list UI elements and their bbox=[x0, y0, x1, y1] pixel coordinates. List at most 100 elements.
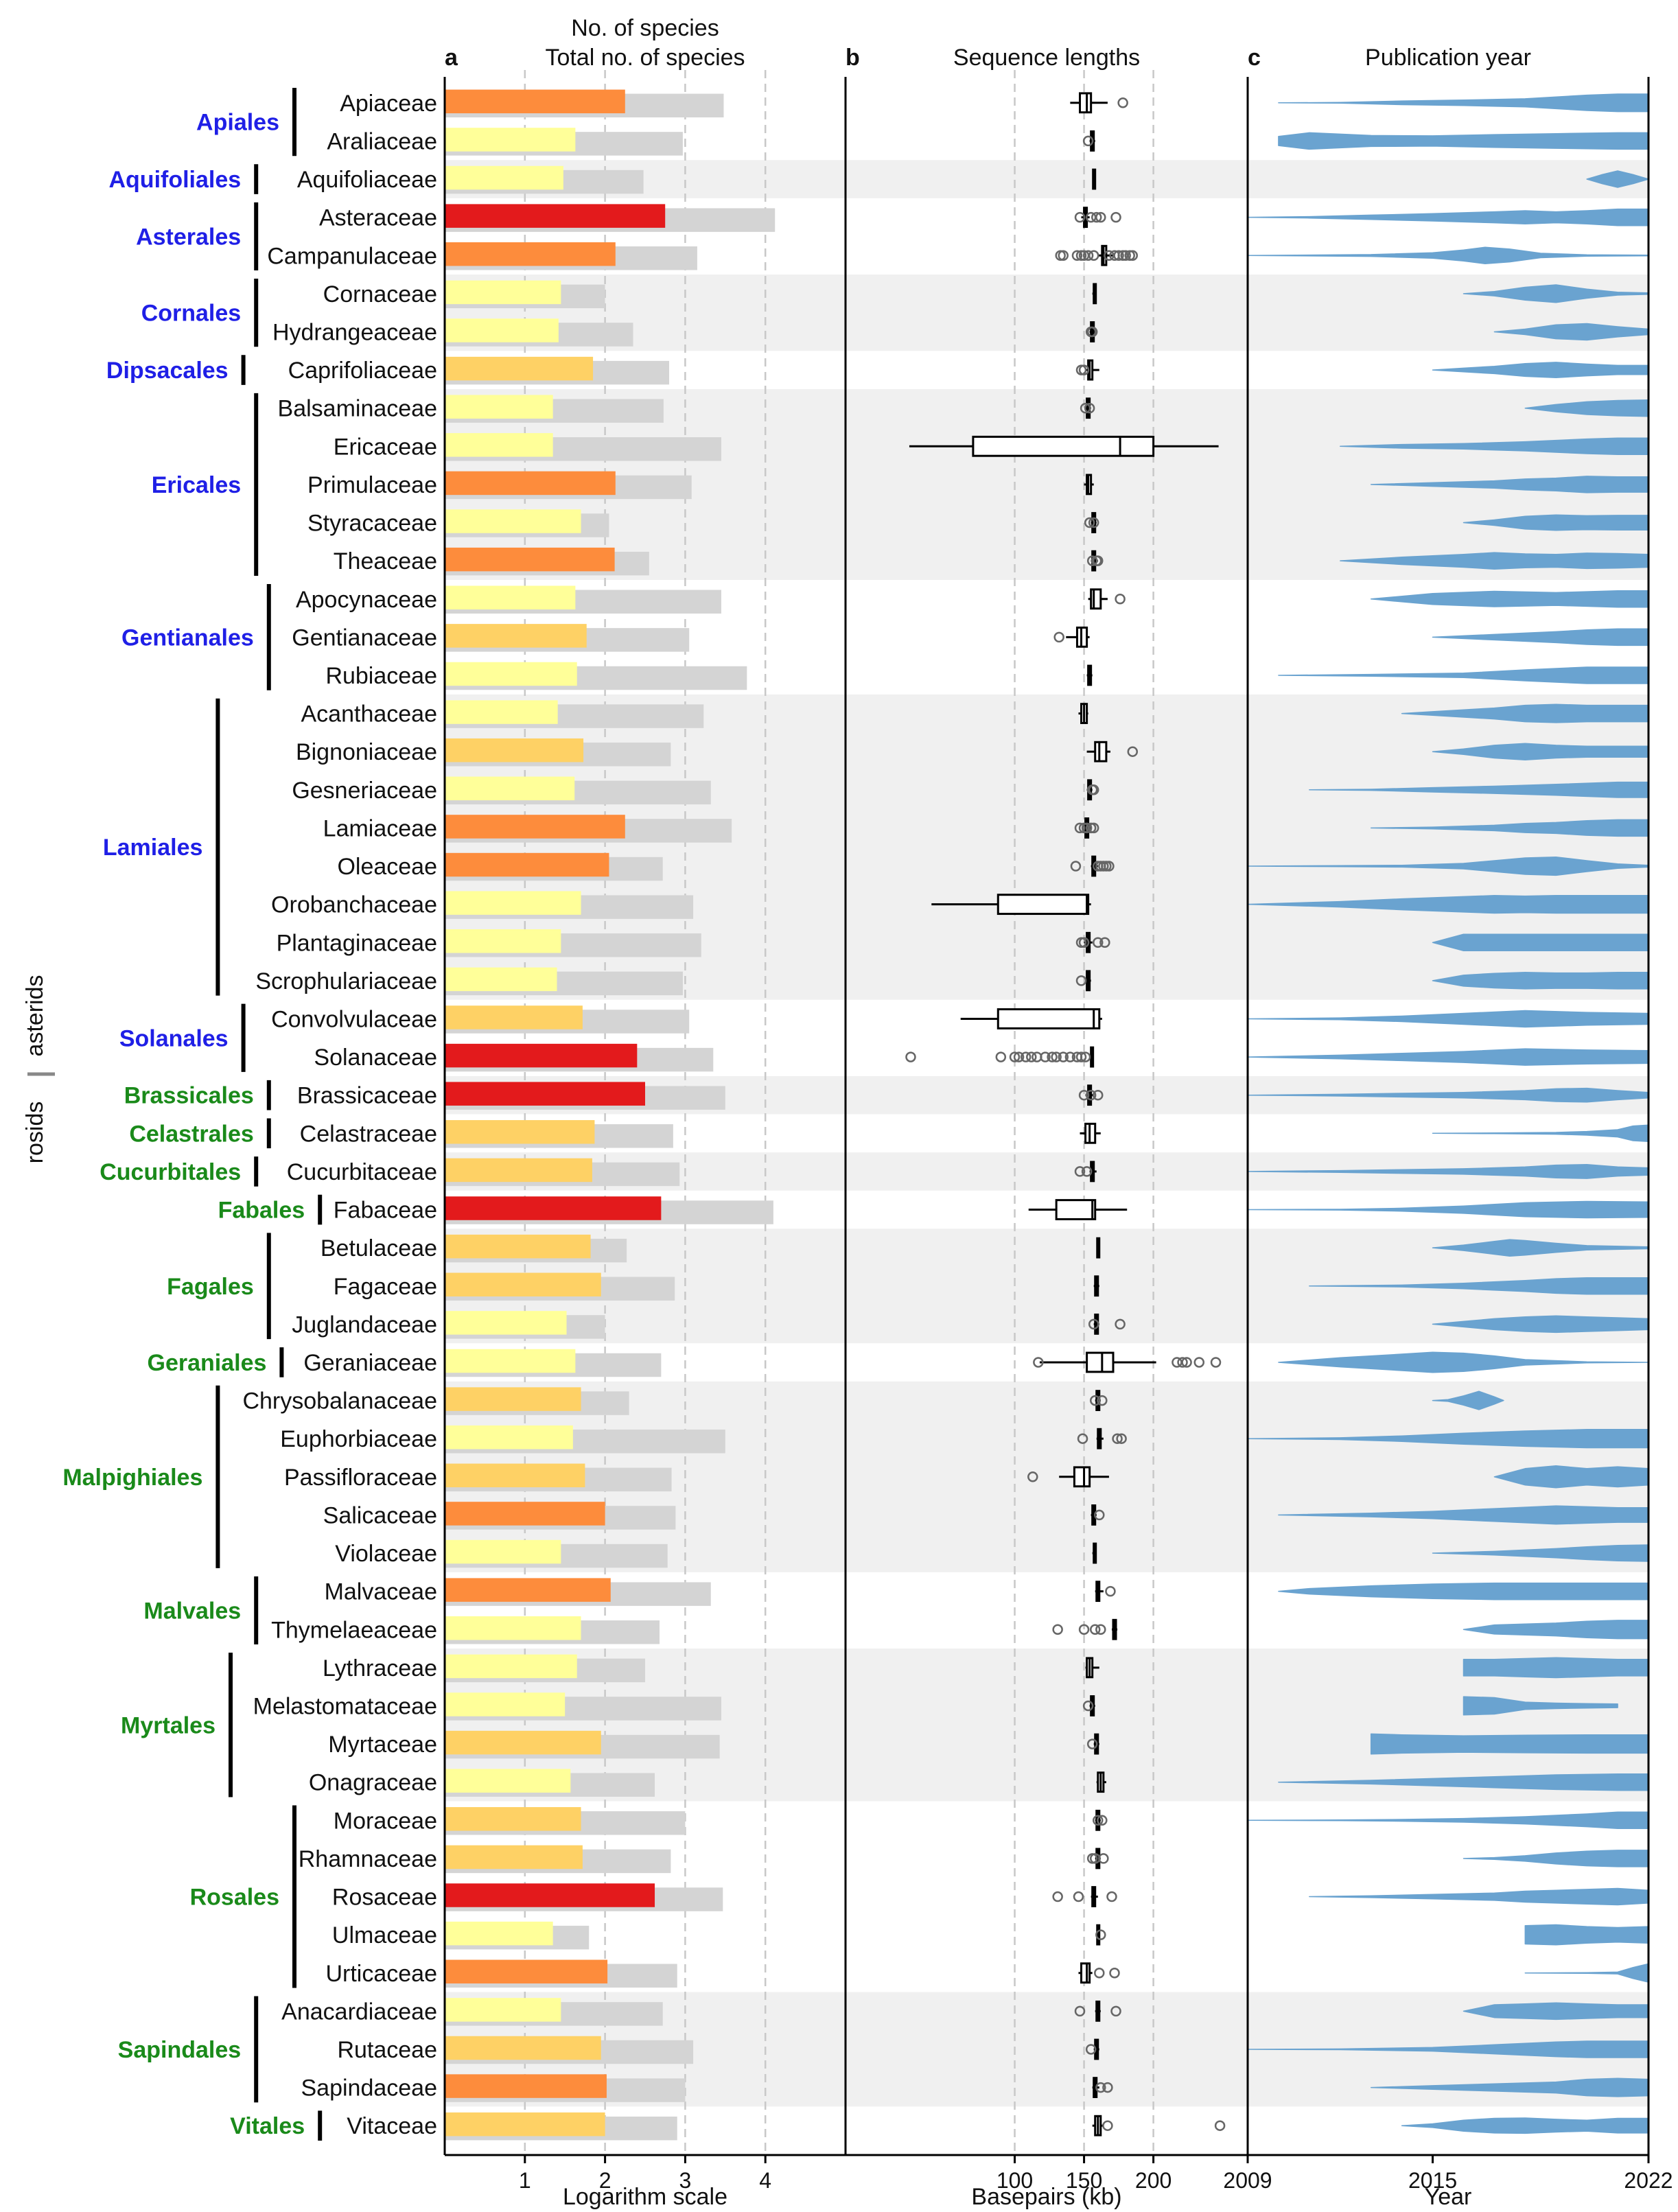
violin-apiaceae bbox=[1278, 93, 1649, 113]
family-label-onagraceae: Onagraceae bbox=[309, 1770, 437, 1796]
boxplot-rubiaceae bbox=[1086, 664, 1093, 686]
order-label-solanales: Solanales bbox=[119, 1025, 229, 1051]
boxplot-malvaceae bbox=[1095, 1581, 1116, 1603]
outlier-point bbox=[1064, 1051, 1076, 1062]
outlier-point bbox=[1105, 1585, 1116, 1597]
species-bar-scrophulariaceae bbox=[445, 967, 557, 992]
boxplot-asteraceae bbox=[1074, 207, 1121, 229]
species-bar-passifloraceae bbox=[445, 1463, 585, 1488]
violin-caprifoliaceae bbox=[1432, 362, 1649, 379]
order-label-myrtales: Myrtales bbox=[121, 1712, 215, 1738]
order-label-brassicales: Brassicales bbox=[124, 1083, 254, 1109]
order-band-aquifoliales bbox=[445, 160, 1648, 198]
violin-asteraceae bbox=[1247, 208, 1649, 226]
species-bar-apocynaceae bbox=[445, 585, 576, 609]
family-label-melastomataceae: Melastomataceae bbox=[253, 1693, 437, 1719]
violin-geraniaceae bbox=[1278, 1351, 1649, 1373]
panel-a-title-line1: No. of species bbox=[571, 15, 719, 41]
outlier-point bbox=[1078, 1089, 1090, 1101]
panel-b-label: b bbox=[846, 45, 860, 71]
family-label-myrtaceae: Myrtaceae bbox=[328, 1732, 437, 1758]
outlier-point bbox=[1026, 1051, 1037, 1062]
clade-label-rosids: rosids bbox=[22, 1102, 48, 1164]
violin-moraceae bbox=[1247, 1811, 1649, 1830]
outlier-point bbox=[1116, 1433, 1127, 1444]
boxplot-theaceae bbox=[1086, 550, 1104, 572]
family-label-scrophulariaceae: Scrophulariaceae bbox=[255, 968, 437, 994]
outlier-point bbox=[1081, 1166, 1093, 1177]
species-bar-lythraceae bbox=[445, 1654, 577, 1679]
order-label-celastrales: Celastrales bbox=[129, 1121, 253, 1147]
species-bar-cucurbitaceae bbox=[445, 1158, 592, 1183]
iqr-box bbox=[1090, 588, 1102, 610]
family-label-thymelaeaceae: Thymelaeaceae bbox=[271, 1617, 437, 1643]
violin-scrophulariaceae bbox=[1432, 972, 1649, 990]
order-label-malvales: Malvales bbox=[143, 1598, 241, 1624]
family-label-lythraceae: Lythraceae bbox=[323, 1655, 437, 1681]
iqr-box bbox=[1073, 1466, 1091, 1488]
boxplot-gesneriaceae bbox=[1086, 779, 1099, 801]
outlier-point bbox=[1177, 1357, 1188, 1368]
species-bar-ulmaceae bbox=[445, 1921, 553, 1946]
boxplot-solanaceae bbox=[905, 1046, 1095, 1068]
boxplot-ulmaceae bbox=[1095, 1924, 1106, 1946]
tick-label-c-2009: 2009 bbox=[1223, 2168, 1272, 2193]
family-label-plantaginaceae: Plantaginaceae bbox=[277, 930, 437, 956]
species-bar-convolvulaceae bbox=[445, 1005, 583, 1029]
family-label-asteraceae: Asteraceae bbox=[319, 205, 437, 231]
species-bar-theaceae bbox=[445, 547, 615, 572]
species-bar-betulaceae bbox=[445, 1234, 591, 1259]
family-label-violaceae: Violaceae bbox=[335, 1541, 437, 1567]
outlier-point bbox=[1033, 1357, 1044, 1368]
outlier-point bbox=[1099, 937, 1110, 948]
family-label-bignoniaceae: Bignoniaceae bbox=[296, 739, 437, 765]
clade-label-asterids: asterids bbox=[22, 975, 48, 1056]
family-label-betulaceae: Betulaceae bbox=[321, 1235, 437, 1261]
violin-thymelaeaceae bbox=[1463, 1620, 1649, 1640]
outlier-point bbox=[1127, 746, 1139, 757]
species-bar-cornaceae bbox=[445, 280, 561, 305]
tick-label-b-150: 150 bbox=[1066, 2168, 1102, 2193]
outlier-point bbox=[1085, 1089, 1097, 1101]
outlier-point bbox=[1052, 1891, 1063, 1902]
outlier-point bbox=[905, 1051, 916, 1062]
boxplot-fagaceae bbox=[1093, 1275, 1099, 1297]
order-label-asterales: Asterales bbox=[136, 224, 241, 250]
outlier-point bbox=[1047, 1051, 1058, 1062]
family-label-passifloraceae: Passifloraceae bbox=[284, 1465, 437, 1491]
boxplot-scrophulariaceae bbox=[1075, 970, 1091, 992]
iqr-box bbox=[997, 894, 1090, 916]
outlier-point bbox=[1070, 861, 1082, 872]
violin-melastomataceae bbox=[1463, 1696, 1618, 1716]
outlier-point bbox=[1115, 1318, 1126, 1330]
violin-araliaceae bbox=[1278, 132, 1649, 150]
species-bar-salicaceae bbox=[445, 1502, 605, 1526]
outlier-point bbox=[1115, 594, 1126, 605]
family-label-styracaceae: Styracaceae bbox=[307, 511, 437, 537]
panel-a-title-line2: Total no. of species bbox=[545, 45, 745, 71]
tick-label-a-4: 4 bbox=[759, 2168, 771, 2193]
outlier-point bbox=[1094, 1968, 1105, 1979]
family-label-celastraceae: Celastraceae bbox=[300, 1121, 437, 1147]
species-bar-melastomataceae bbox=[445, 1692, 566, 1716]
family-label-gentianaceae: Gentianaceae bbox=[292, 625, 437, 651]
tick-label-b-100: 100 bbox=[997, 2168, 1033, 2193]
species-bar-ericaceae bbox=[445, 433, 553, 457]
panel-c-xlabel: Year bbox=[1425, 2184, 1472, 2210]
boxplot-styracaceae bbox=[1084, 512, 1099, 533]
boxplot-urticaceae bbox=[1078, 1962, 1120, 1984]
panel-b-title: Sequence lengths bbox=[953, 45, 1140, 71]
boxplot-rhamnaceae bbox=[1086, 1848, 1109, 1870]
boxplot-brassicaceae bbox=[1078, 1084, 1104, 1106]
outlier-point bbox=[1082, 1700, 1094, 1712]
boxplot-fabaceae bbox=[1028, 1199, 1128, 1220]
outlier-point bbox=[1093, 1815, 1104, 1826]
outlier-point bbox=[1082, 135, 1094, 147]
family-label-ulmaceae: Ulmaceae bbox=[332, 1922, 437, 1948]
boxplot-lythraceae bbox=[1085, 1657, 1099, 1679]
family-label-aquifoliaceae: Aquifoliaceae bbox=[297, 167, 437, 193]
species-bar-violaceae bbox=[445, 1539, 561, 1564]
boxplot-campanulaceae bbox=[1055, 244, 1139, 266]
outlier-point bbox=[1093, 555, 1104, 566]
outlier-point bbox=[1110, 2005, 1121, 2017]
